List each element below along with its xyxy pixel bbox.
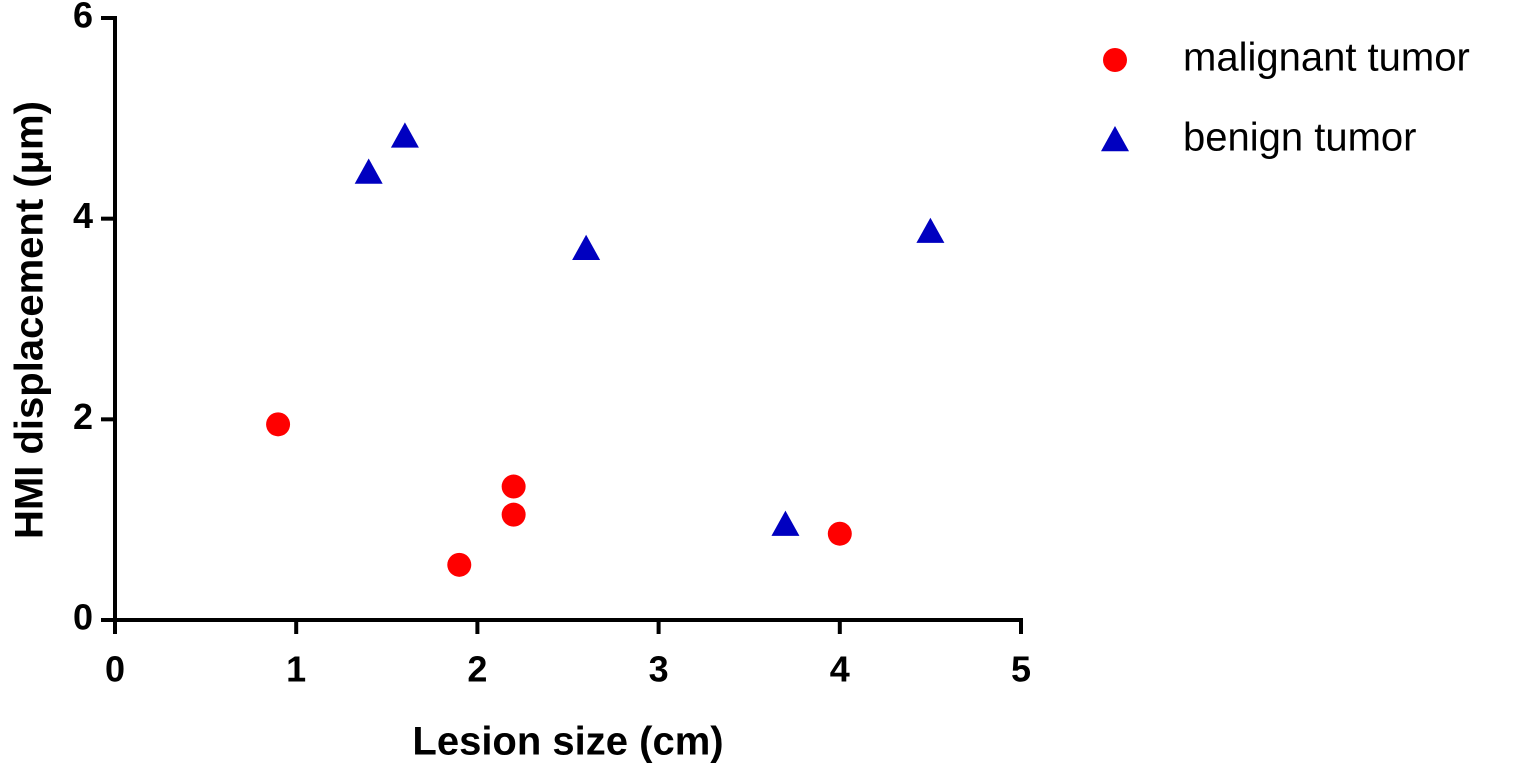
data-point [572,234,601,260]
x-tick-label: 3 [649,649,669,690]
legend-label: benign tumor [1183,116,1416,160]
data-point [501,474,526,499]
legend-marker [1103,48,1127,72]
y-tick-label: 6 [73,0,93,36]
data-point [266,412,291,437]
y-tick-label: 4 [73,195,93,236]
data-point [501,502,526,527]
x-tick-label: 4 [830,649,850,690]
data-point [916,217,945,243]
legend-marker [1101,126,1129,152]
x-axis-label: Lesion size (cm) [412,720,723,764]
x-tick-label: 2 [467,649,487,690]
data-point [827,521,852,546]
y-tick-label: 2 [73,396,93,437]
data-point [390,122,419,148]
x-tick-label: 1 [286,649,306,690]
x-tick-label: 5 [1011,649,1031,690]
y-tick-label: 0 [73,597,93,638]
data-point [447,552,472,577]
y-axis-label: HMI displacement (μm) [8,101,52,539]
legend-label: malignant tumor [1183,36,1470,80]
data-point [771,510,800,536]
data-point [354,158,383,184]
x-tick-label: 0 [105,649,125,690]
